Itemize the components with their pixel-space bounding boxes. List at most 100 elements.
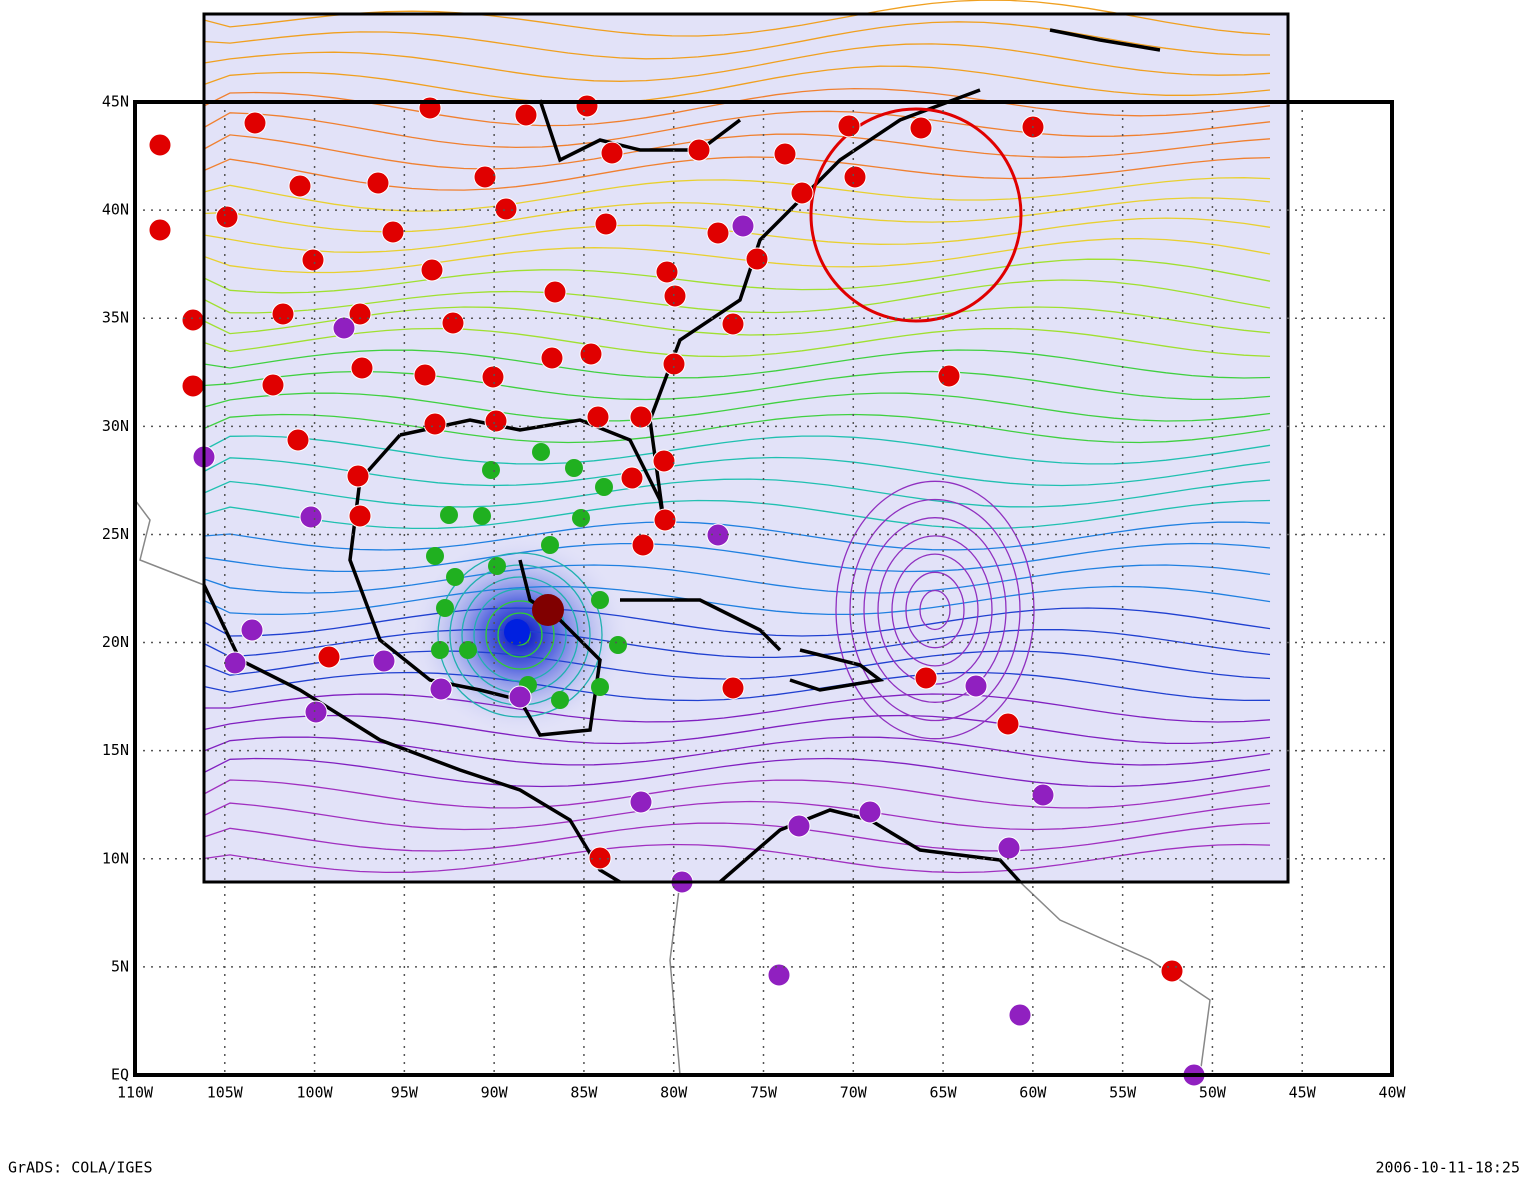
station-dot: [1160, 959, 1184, 983]
streamline: [203, 349, 1271, 379]
station-dot: [721, 312, 745, 336]
streamline: [203, 585, 1271, 616]
station-dot: [631, 533, 655, 557]
data-field: [204, 14, 1288, 882]
station-dot: [473, 165, 497, 189]
station-dot: [609, 636, 627, 654]
streamline: [203, 607, 1271, 637]
highlight-circle: [809, 107, 1023, 323]
station-dot: [372, 649, 396, 673]
station-dot: [837, 114, 861, 138]
station-dot: [288, 174, 312, 198]
station-dot: [348, 302, 372, 326]
x-tick-label: 45W: [1289, 1084, 1317, 1102]
streamline: [203, 43, 1271, 82]
station-dot: [591, 591, 609, 609]
station-dot: [997, 836, 1021, 860]
station-dot: [420, 258, 444, 282]
station-dot: [706, 523, 730, 547]
streamline: [203, 413, 1271, 444]
station-dot: [914, 666, 938, 690]
streamline: [203, 65, 1271, 105]
streamline: [203, 177, 1271, 212]
streamline: [203, 499, 1271, 530]
streamlines: [203, 0, 1271, 874]
station-dot: [541, 536, 559, 554]
vortex-line: [863, 517, 1007, 703]
x-tick-label: 70W: [840, 1084, 868, 1102]
station-dot: [366, 171, 390, 195]
station-dot: [304, 700, 328, 724]
station-dot: [532, 443, 550, 461]
y-tick-label: 25N: [102, 525, 129, 543]
streamline: [203, 370, 1271, 401]
station-dot: [348, 504, 372, 528]
station-dot: [431, 641, 449, 659]
station-dot: [595, 478, 613, 496]
station-dot: [350, 356, 374, 380]
streamline: [204, 693, 1271, 723]
station-dot: [148, 218, 172, 242]
streamline: [203, 779, 1271, 809]
y-tick-label: 5N: [111, 957, 129, 975]
station-dot: [652, 449, 676, 473]
station-dot: [271, 302, 295, 326]
streamline: [203, 237, 1271, 274]
station-dot: [662, 352, 686, 376]
station-dot: [565, 459, 583, 477]
x-tick-label: 40W: [1378, 1084, 1406, 1102]
station-dot: [572, 509, 590, 527]
vortex-line: [835, 480, 1035, 740]
station-dot: [579, 342, 603, 366]
station-dot: [240, 618, 264, 642]
station-dot: [317, 645, 341, 669]
station-dot: [423, 412, 447, 436]
station-dot: [653, 508, 677, 532]
station-dot: [446, 568, 464, 586]
station-dot: [594, 212, 618, 236]
station-dot: [381, 220, 405, 244]
station-dot: [620, 466, 644, 490]
station-dot: [663, 284, 687, 308]
x-tick-label: 95W: [391, 1084, 419, 1102]
station-dot: [429, 677, 453, 701]
station-dot: [1008, 1003, 1032, 1027]
station-dot: [243, 111, 267, 135]
x-tick-label: 65W: [930, 1084, 958, 1102]
streamline: [203, 542, 1271, 573]
station-dot: [440, 506, 458, 524]
streamline: [203, 435, 1271, 465]
vortex-line: [485, 600, 555, 670]
x-tick-label: 60W: [1019, 1084, 1047, 1102]
station-dot: [504, 619, 530, 645]
x-tick-label: 50W: [1199, 1084, 1227, 1102]
streamline: [203, 822, 1271, 852]
station-dot: [426, 547, 444, 565]
station-dot: [1031, 783, 1055, 807]
streamline: [203, 564, 1271, 594]
y-tick-label: 10N: [102, 849, 129, 867]
vortex-line: [497, 612, 543, 658]
station-dot: [600, 141, 624, 165]
axes: 110W 105W 100W 95W 90W 85W 80W 75W 70W 65W 60W 55W 5…: [102, 93, 1407, 1102]
outer-coastlines: [134, 499, 1211, 1076]
vortex-line: [437, 552, 603, 718]
station-dot: [591, 678, 609, 696]
x-tick-label: 100W: [297, 1084, 334, 1102]
station-dot: [261, 373, 285, 397]
x-tick-label: 110W: [117, 1084, 154, 1102]
station-dot: [484, 409, 508, 433]
vortex-line: [891, 553, 979, 667]
station-dot: [843, 165, 867, 189]
streamline: [203, 628, 1271, 659]
station-dot: [508, 685, 532, 709]
station-dot: [767, 963, 791, 987]
streamline: [203, 800, 1271, 831]
streamline: [203, 258, 1271, 294]
streamline: [203, 327, 1271, 358]
station-dot: [215, 205, 239, 229]
x-tick-label: 105W: [207, 1084, 244, 1102]
vortex-line: [919, 589, 951, 631]
streamline: [203, 279, 1271, 314]
